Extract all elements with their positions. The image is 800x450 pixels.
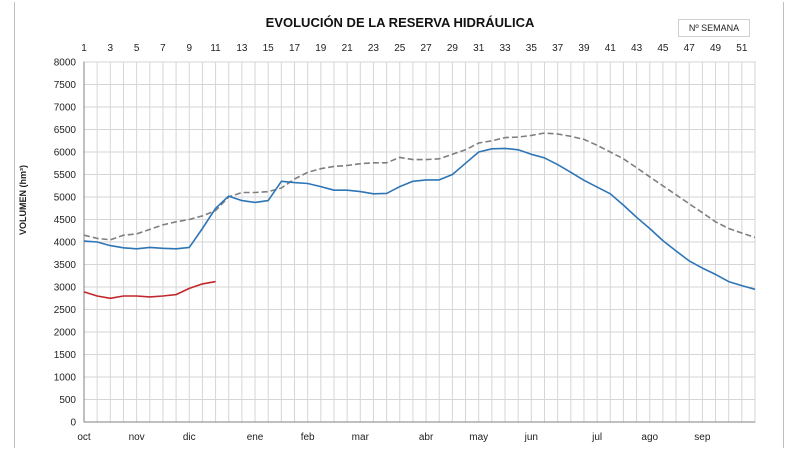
month-tick-label: feb [301,432,315,443]
week-tick-label: 3 [108,43,114,54]
week-tick-label: 25 [394,43,406,54]
series-line-1 [83,132,756,241]
series-line-2 [83,147,756,291]
month-tick-label: jul [591,432,602,443]
week-tick-label: 33 [499,43,511,54]
week-tick-label: 1 [81,43,87,54]
month-tick-label: ago [641,432,658,443]
series-line-3 [83,280,216,300]
month-tick-label: mar [352,432,370,443]
week-tick-label: 47 [684,43,696,54]
week-tick-label: 21 [342,43,354,54]
week-tick-label: 31 [473,43,485,54]
week-tick-label: 23 [368,43,380,54]
y-tick-label: 7500 [54,80,77,91]
week-tick-label: 9 [186,43,192,54]
chart-title: EVOLUCIÓN DE LA RESERVA HIDRÁULICA [265,15,535,30]
y-tick-label: 5000 [54,193,77,204]
week-tick-label: 19 [315,43,327,54]
week-tick-label: 17 [289,43,301,54]
month-tick-label: ene [247,432,264,443]
week-tick-label: 49 [710,43,722,54]
week-tick-label: 27 [421,43,433,54]
month-tick-label: jun [524,432,538,443]
month-tick-label: oct [77,432,91,443]
week-tick-label: 43 [631,43,643,54]
week-tick-label: 37 [552,43,564,54]
month-tick-label: may [469,432,488,443]
y-tick-label: 500 [59,395,76,406]
y-tick-label: 3500 [54,260,77,271]
week-tick-label: 29 [447,43,459,54]
y-tick-label: 1500 [54,350,77,361]
y-tick-label: 6500 [54,125,77,136]
week-tick-label: 41 [605,43,617,54]
y-tick-label: 1000 [54,373,77,384]
week-tick-label: 45 [657,43,669,54]
y-tick-label: 6000 [54,148,77,159]
week-tick-label: 39 [578,43,590,54]
y-tick-label: 7000 [54,103,77,114]
y-tick-label: 0 [70,418,76,429]
outer-border [14,2,784,448]
y-tick-label: 2500 [54,305,77,316]
y-tick-label: 2000 [54,328,77,339]
month-tick-label: abr [419,432,434,443]
week-tick-label: 5 [134,43,140,54]
week-tick-label: 13 [236,43,248,54]
week-tick-label: 7 [160,43,166,54]
month-tick-label: dic [183,432,196,443]
month-tick-label: sep [694,432,711,443]
y-tick-label: 4500 [54,215,77,226]
week-tick-label: 35 [526,43,538,54]
week-tick-label: 11 [210,43,221,54]
week-axis-badge: Nº SEMANA [678,19,750,37]
y-tick-label: 5500 [54,170,77,181]
y-tick-label: 8000 [54,58,77,69]
month-tick-label: nov [129,432,145,443]
week-tick-label: 15 [263,43,275,54]
week-tick-label: 51 [736,43,748,54]
y-tick-label: 3000 [54,283,77,294]
y-tick-label: 4000 [54,238,77,249]
